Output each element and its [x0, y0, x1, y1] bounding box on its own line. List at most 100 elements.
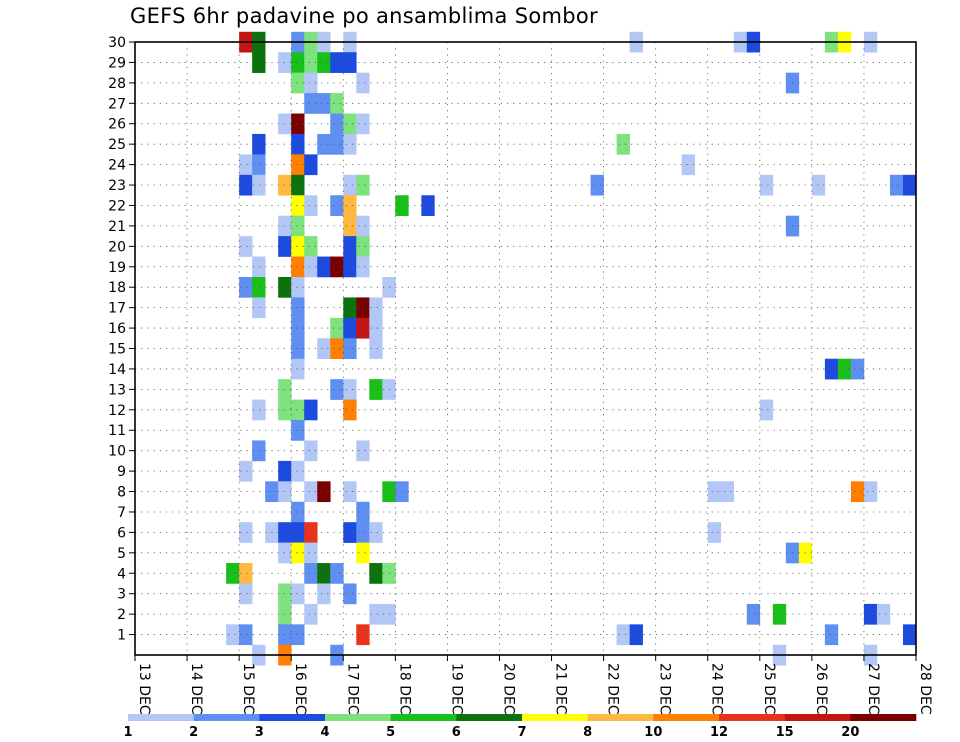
y-axis: 1234567891011121314151617181920212223242… [108, 35, 135, 644]
legend-swatch [128, 714, 194, 721]
y-tick-label: 4 [117, 566, 126, 582]
heatmap-cell [356, 72, 370, 94]
heatmap-cell [824, 358, 839, 380]
heatmap-cell [382, 563, 396, 584]
heatmap-cell [291, 113, 305, 135]
x-tick-label: 22 DEC [605, 663, 621, 715]
heatmap-cell [291, 542, 305, 564]
heatmap-cell [304, 481, 318, 503]
heatmap-cell [343, 52, 357, 73]
legend-label: 7 [517, 725, 526, 740]
x-tick-label: 13 DEC [136, 663, 152, 715]
heatmap-cell [239, 276, 253, 298]
legend-swatch [522, 714, 588, 721]
y-tick-label: 27 [108, 96, 126, 112]
x-tick-label: 17 DEC [344, 663, 360, 715]
heatmap-cell [720, 481, 735, 503]
y-tick-label: 7 [117, 505, 126, 521]
heatmap-cell [239, 563, 253, 584]
heatmap-cell [291, 256, 305, 278]
heatmap-cell [382, 276, 396, 298]
heatmap-cells [226, 31, 917, 666]
x-axis: 13 DEC 14 DEC 15 DEC 16 DEC 17 DEC 18 DEC 19 D… [134, 655, 933, 715]
heatmap-cell [759, 174, 774, 196]
heatmap-cell [304, 440, 318, 462]
heatmap-cell [252, 440, 266, 462]
x-tick-label: 18 DEC [396, 663, 412, 715]
legend-label: 4 [320, 725, 329, 740]
heatmap-cell [330, 317, 344, 339]
heatmap-cell [681, 154, 696, 176]
x-tick-label: 14 DEC [188, 663, 204, 715]
x-tick-label: 28 DEC [917, 663, 933, 715]
heatmap-cell [343, 256, 357, 278]
heatmap-cell [759, 399, 774, 421]
heatmap-cell [239, 174, 253, 196]
heatmap-cell [252, 154, 266, 176]
heatmap-cell [291, 236, 305, 257]
heatmap-cell [369, 379, 383, 400]
y-tick-label: 28 [108, 76, 126, 92]
heatmap-cell [317, 563, 331, 584]
heatmap-cell [343, 133, 357, 155]
legend-swatch [390, 714, 457, 721]
x-tick-label: 24 DEC [709, 663, 725, 715]
heatmap-cell [304, 154, 318, 176]
heatmap-cell [772, 603, 787, 625]
heatmap-cell [252, 52, 266, 73]
heatmap-cell [369, 563, 383, 584]
legend-swatch [456, 714, 523, 721]
heatmap-cell [369, 317, 383, 339]
heatmap-cell [291, 420, 305, 441]
heatmap-cell [304, 195, 318, 216]
heatmap-cell [317, 256, 331, 278]
heatmap-cell [707, 522, 722, 543]
heatmap-cell [343, 195, 357, 216]
y-tick-label: 21 [108, 219, 126, 235]
x-tick-label: 15 DEC [240, 663, 256, 715]
y-tick-label: 8 [117, 485, 126, 501]
legend-swatch [784, 714, 851, 721]
heatmap-cell [889, 174, 904, 196]
heatmap-cell [252, 276, 266, 298]
legend-label: 12 [710, 725, 728, 740]
heatmap-cell [343, 399, 357, 421]
heatmap-cell [356, 297, 370, 319]
heatmap-cell [330, 133, 344, 155]
x-tick-label: 27 DEC [865, 663, 881, 715]
heatmap-cell [382, 379, 396, 400]
heatmap-cell [356, 624, 370, 646]
heatmap-cell [239, 460, 253, 482]
y-tick-label: 6 [117, 525, 126, 541]
heatmap-cell [707, 481, 722, 503]
heatmap-cell [356, 542, 370, 564]
heatmap-cell [343, 338, 357, 360]
heatmap-cell [356, 113, 370, 135]
heatmap-cell [811, 174, 826, 196]
heatmap-cell [330, 52, 344, 73]
heatmap-cell [317, 133, 331, 155]
heatmap-cell [291, 583, 305, 605]
heatmap-cell [369, 603, 383, 625]
heatmap-cell [291, 399, 305, 421]
legend-label: 6 [452, 725, 461, 740]
heatmap-cell [291, 338, 305, 360]
y-tick-label: 30 [108, 35, 126, 51]
x-tick-label: 16 DEC [292, 663, 308, 715]
heatmap-cell [343, 317, 357, 339]
heatmap-cell [291, 501, 305, 523]
x-tick-label: 23 DEC [657, 663, 673, 715]
y-tick-label: 12 [108, 403, 126, 419]
heatmap-cell [356, 256, 370, 278]
heatmap-cell [330, 379, 344, 400]
heatmap-cell [863, 481, 878, 503]
heatmap-cell [590, 174, 604, 196]
y-tick-label: 23 [108, 178, 126, 194]
x-tick-label: 19 DEC [448, 663, 464, 715]
y-tick-label: 25 [108, 137, 126, 153]
heatmap-cell [616, 624, 630, 646]
legend-label: 2 [189, 725, 198, 740]
y-tick-label: 13 [108, 382, 126, 398]
legend-swatch [850, 714, 917, 721]
heatmap-cell [252, 174, 266, 196]
